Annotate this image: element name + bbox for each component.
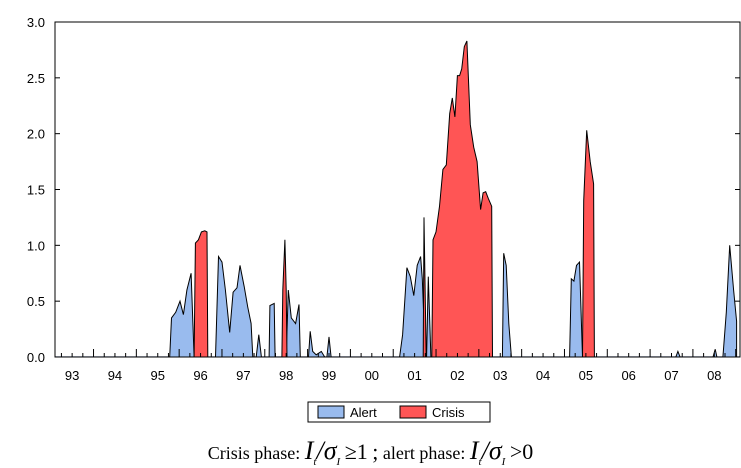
crisis-outline xyxy=(281,239,288,357)
y-tick-label: 1.5 xyxy=(27,183,45,198)
caption-separator: ; xyxy=(372,439,379,464)
alert-outline xyxy=(268,302,276,357)
alert-outline xyxy=(285,289,301,357)
x-tick-label: 08 xyxy=(707,368,721,383)
alert-outline xyxy=(722,245,738,357)
caption-alert-formula: It/σI xyxy=(469,436,506,468)
x-tick-label: 94 xyxy=(108,368,122,383)
alert-outline xyxy=(169,273,195,357)
alert-area-segment xyxy=(269,303,276,357)
caption: Crisis phase: It/σI ≥1 ; alert phase: It… xyxy=(0,436,741,468)
alert-outline xyxy=(712,349,718,357)
alert-outline xyxy=(569,260,583,357)
alert-area-segment xyxy=(256,334,262,357)
caption-crisis-formula: It/σI xyxy=(304,436,341,468)
crisis-outline xyxy=(582,130,595,357)
plot-area xyxy=(55,40,740,357)
caption-alert-relation: >0 xyxy=(509,439,534,464)
legend-swatch-alert xyxy=(317,405,345,419)
legend-label-alert: Alert xyxy=(350,405,377,420)
alert-area-segment xyxy=(215,256,253,357)
caption-crisis-relation: ≥1 xyxy=(344,439,368,464)
crisis-area-segment xyxy=(281,239,287,357)
alert-outline xyxy=(255,334,262,357)
plot-frame xyxy=(54,21,741,358)
crisis-area-segment xyxy=(582,130,595,357)
alert-area-segment xyxy=(326,336,332,357)
legend-label-crisis: Crisis xyxy=(432,405,465,420)
caption-alert-text: alert phase: xyxy=(382,443,466,463)
x-tick-label: 01 xyxy=(407,368,421,383)
x-tick-label: 97 xyxy=(236,368,250,383)
caption-crisis-text: Crisis phase: xyxy=(207,443,301,463)
x-tick-label: 93 xyxy=(65,368,79,383)
x-tick-label: 04 xyxy=(536,368,550,383)
alert-area-segment xyxy=(722,245,737,357)
x-tick-label: 95 xyxy=(151,368,165,383)
x-tick-label: 03 xyxy=(493,368,507,383)
legend-swatch-crisis xyxy=(399,405,427,419)
crisis-area-segment xyxy=(194,230,208,357)
alert-outline xyxy=(675,350,681,357)
y-tick-label: 3.0 xyxy=(27,15,45,30)
x-tick-label: 00 xyxy=(365,368,379,383)
alert-outline xyxy=(426,276,432,357)
alert-outline xyxy=(501,253,512,357)
x-tick-label: 05 xyxy=(579,368,593,383)
legend-box xyxy=(307,401,491,423)
x-tick-label: 99 xyxy=(322,368,336,383)
alert-outline xyxy=(326,336,332,357)
x-tick-label: 98 xyxy=(279,368,293,383)
alert-outline xyxy=(215,254,254,357)
x-tick-label: 06 xyxy=(621,368,635,383)
alert-area-segment xyxy=(569,262,583,357)
y-tick-label: 2.5 xyxy=(27,71,45,86)
y-tick-label: 2.0 xyxy=(27,127,45,142)
crisis-outline xyxy=(422,217,427,357)
axes: 0.0 0.5 1.0 1.5 2.0 2.5 3.0 93 94 95 96 97 98 99 00 01 0… xyxy=(27,15,741,383)
x-tick-label: 07 xyxy=(664,368,678,383)
alert-outline xyxy=(308,331,326,357)
y-tick-label: 0.0 xyxy=(27,350,45,365)
alert-outline xyxy=(399,256,426,357)
legend: Alert Crisis xyxy=(307,401,491,423)
x-tick-label: 02 xyxy=(450,368,464,383)
y-tick-label: 1.0 xyxy=(27,238,45,253)
x-tick-label: 96 xyxy=(193,368,207,383)
crisis-outline xyxy=(193,230,209,357)
y-tick-label: 0.5 xyxy=(27,294,45,309)
alert-area-segment xyxy=(169,273,195,357)
crisis-outline xyxy=(431,40,493,357)
crisis-area-segment xyxy=(431,41,493,357)
